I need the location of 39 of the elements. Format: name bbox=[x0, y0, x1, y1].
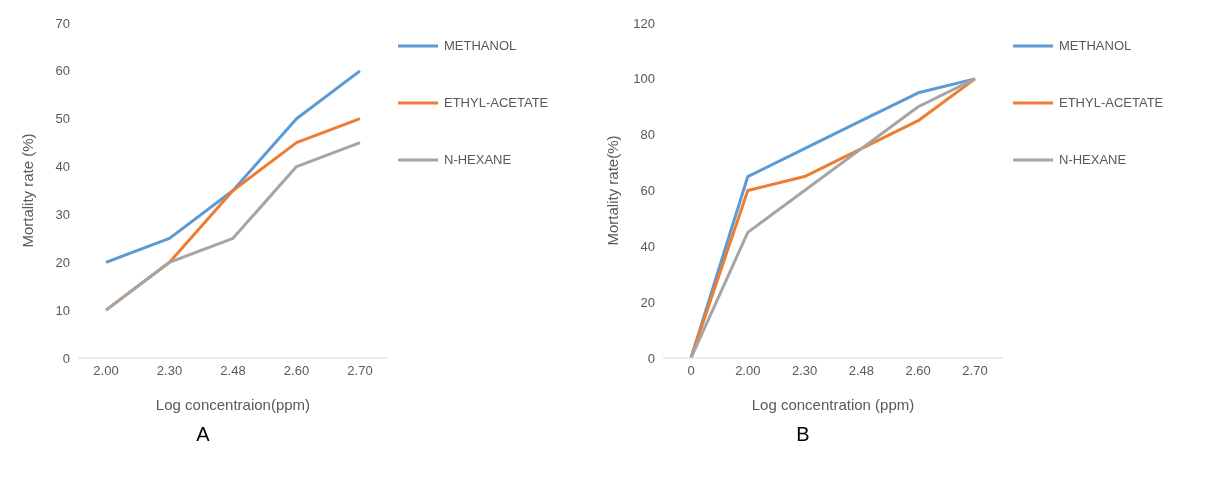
y-tick-label: 80 bbox=[640, 127, 655, 143]
legend-label: ETHYL-ACETATE bbox=[1059, 95, 1164, 110]
y-tick-label: 50 bbox=[55, 111, 70, 127]
y-tick-label: 100 bbox=[633, 71, 655, 87]
x-tick-label: 2.48 bbox=[220, 363, 246, 379]
x-tick-label: 2.70 bbox=[347, 363, 373, 379]
y-tick-label: 20 bbox=[55, 254, 70, 270]
legend-label: ETHYL-ACETATE bbox=[444, 95, 549, 110]
x-axis-title: Log concentration (ppm) bbox=[751, 396, 915, 413]
y-tick-label: 60 bbox=[55, 63, 70, 79]
y-tick-label: 40 bbox=[55, 159, 70, 175]
legend-label: METHANOL bbox=[1059, 38, 1132, 53]
text: B bbox=[795, 423, 811, 446]
legend-label: N-HEXANE bbox=[1059, 152, 1127, 167]
line-series bbox=[104, 69, 362, 264]
y-axis-title: Mortality rate(%) bbox=[604, 135, 622, 246]
y-tick-label: 40 bbox=[640, 238, 655, 254]
text: A bbox=[195, 423, 211, 446]
y-tick-label: 20 bbox=[640, 294, 655, 310]
legend-label: N-HEXANE bbox=[444, 152, 512, 167]
x-tick-label: 2.48 bbox=[848, 363, 875, 379]
x-tick-label: 2.70 bbox=[962, 363, 988, 379]
legend-label: METHANOL bbox=[444, 38, 517, 53]
x-tick-label: 2.00 bbox=[93, 363, 119, 379]
y-tick-label: 60 bbox=[640, 183, 655, 199]
y-axis-title: Mortality rate (%) bbox=[19, 133, 37, 248]
y-tick-label: 70 bbox=[55, 15, 70, 31]
y-tick-label: 0 bbox=[62, 350, 70, 366]
x-axis-title: Log concentraion(ppm) bbox=[155, 396, 311, 413]
y-tick-label: 120 bbox=[633, 15, 655, 31]
x-tick-label: 2.30 bbox=[791, 363, 818, 379]
x-tick-label: 2.00 bbox=[735, 363, 761, 379]
y-tick-label: 30 bbox=[55, 207, 70, 223]
x-tick-label: 2.60 bbox=[905, 363, 931, 379]
y-tick-label: 10 bbox=[55, 302, 70, 318]
x-tick-label: 2.30 bbox=[156, 363, 183, 379]
x-tick-label: 2.60 bbox=[283, 363, 310, 379]
x-tick-label: 0 bbox=[687, 363, 695, 379]
y-tick-label: 0 bbox=[647, 350, 655, 366]
